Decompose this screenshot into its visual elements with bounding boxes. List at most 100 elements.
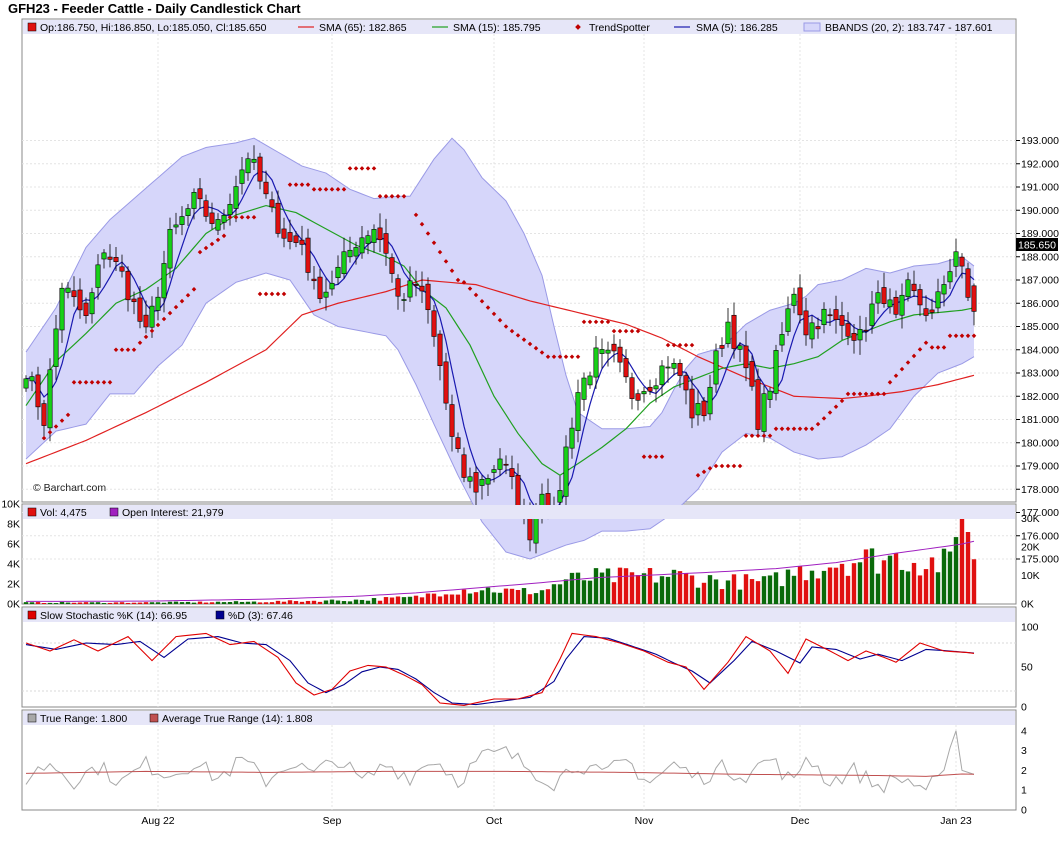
volume-bar (35, 602, 41, 604)
candle-body (395, 278, 401, 297)
candle-body (173, 224, 179, 228)
candle-body (257, 156, 263, 182)
candle-body (623, 358, 629, 378)
volume-bar (833, 567, 839, 604)
candle-body (569, 427, 575, 449)
trendspotter-dot (125, 347, 131, 353)
trendspotter-dot (461, 280, 467, 285)
trendspotter-dot (413, 212, 419, 218)
volume-bar (695, 587, 701, 604)
last-price-label: 185.650 (1018, 240, 1056, 252)
candle-body (491, 469, 497, 473)
trendspotter-dot (755, 433, 761, 439)
volume-bar (677, 571, 683, 604)
x-axis-label: Sep (323, 815, 342, 827)
volume-bar (473, 592, 479, 604)
volume-bar (269, 602, 275, 604)
volume-bar (167, 601, 173, 604)
candle-body (167, 228, 173, 269)
volume-bar (365, 600, 371, 604)
x-axis-label: Nov (635, 815, 654, 827)
price-tick-label: 181.000 (1021, 414, 1059, 426)
trendspotter-dot (275, 291, 281, 297)
volume-bar (905, 571, 911, 604)
volume-bar (455, 594, 461, 604)
candle-body (899, 294, 905, 316)
candle-body (923, 308, 929, 316)
trendspotter-dot (653, 454, 659, 459)
volume-bar (539, 590, 545, 604)
volume-bar (293, 601, 299, 604)
bollinger-bands (25, 137, 975, 560)
volume-bar (83, 602, 89, 604)
candle-body (185, 208, 191, 216)
trendspotter-dot (185, 292, 191, 298)
volume-bar (671, 569, 677, 604)
trendspotter-dot (971, 333, 977, 339)
volume-bar (347, 601, 353, 604)
candle-body (959, 256, 965, 267)
volume-bar (767, 575, 773, 604)
volume-bar (371, 598, 377, 604)
volume-bar (425, 593, 431, 604)
volume-bar (233, 601, 239, 604)
volume-bar (173, 601, 179, 604)
candle-body (401, 299, 407, 301)
trendspotter-dot (281, 291, 287, 297)
volume-bar (419, 597, 425, 604)
price-tick-label: 183.000 (1021, 368, 1059, 380)
candle-body (929, 309, 935, 313)
volume-bar (149, 602, 155, 604)
volume-bar (545, 589, 551, 604)
watermark: © Barchart.com (33, 482, 106, 494)
trendspotter-dot (719, 463, 725, 469)
volume-bar (593, 568, 599, 604)
volume-bar (623, 568, 629, 604)
candle-body (575, 392, 581, 431)
volume-tick-label: 6K (7, 539, 20, 551)
candle-body (671, 363, 677, 369)
candle-body (767, 390, 773, 400)
trendspotter-dot (551, 354, 557, 359)
trendspotter-dot (443, 259, 449, 264)
candle-body (917, 289, 923, 306)
trendspotter-dots (41, 166, 977, 478)
volume-bar (251, 601, 257, 604)
stoch-d-legend: %D (3): 67.46 (228, 610, 293, 622)
volume-bar (911, 562, 917, 604)
candle-body (89, 292, 95, 315)
candle-body (881, 287, 887, 304)
price-tick-label: 187.000 (1021, 275, 1059, 287)
candle-body (509, 468, 515, 477)
volume-bar (47, 602, 53, 604)
trendspotter-dot (557, 354, 563, 359)
candle-body (935, 291, 941, 309)
candle-body (287, 232, 293, 242)
candle-body (833, 309, 839, 320)
candle-body (161, 263, 167, 299)
volume-bar (353, 599, 359, 604)
oi-tick-label: 30K (1021, 513, 1040, 525)
candle-body (659, 365, 665, 386)
trendspotter-dot (101, 380, 107, 385)
trendspotter-dot (683, 342, 689, 348)
candle-body (665, 366, 671, 369)
candle-body (209, 212, 215, 224)
ohlc-legend: Op:186.750, Hi:186.850, Lo:185.050, Cl:1… (40, 22, 267, 34)
volume-bar (923, 569, 929, 604)
trendspotter-dot (893, 373, 899, 378)
volume-bar (815, 578, 821, 604)
candle-body (857, 329, 863, 341)
volume-bar (335, 600, 341, 604)
candle-body (653, 385, 659, 390)
candle-body (419, 285, 425, 292)
trendspotter-dot (911, 353, 917, 359)
volume-bar (377, 600, 383, 604)
volume-bar (401, 597, 407, 604)
candle-body (263, 181, 269, 195)
volume-bar (965, 532, 971, 604)
trendspotter-dot (767, 433, 773, 439)
volume-legend-bar (23, 505, 1015, 519)
candle-body (839, 315, 845, 326)
trendspotter-dot (317, 187, 323, 192)
